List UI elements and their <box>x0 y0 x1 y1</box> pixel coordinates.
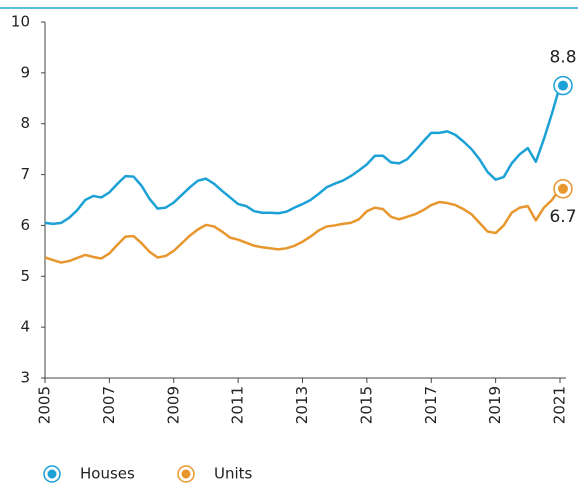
y-tick-label: 7 <box>20 165 30 183</box>
legend-label: Houses <box>80 465 135 483</box>
x-tick-label: 2011 <box>229 386 247 424</box>
y-tick-label: 6 <box>20 216 30 234</box>
x-tick-label: 2007 <box>100 386 118 424</box>
x-tick-label: 2009 <box>164 386 182 424</box>
series-line <box>44 85 562 226</box>
legend-dot <box>181 469 191 479</box>
series-line <box>44 188 562 264</box>
end-label: 6.7 <box>549 207 576 227</box>
y-tick-label: 3 <box>20 369 30 387</box>
x-tick-label: 2015 <box>357 386 375 424</box>
x-tick-label: 2017 <box>422 386 440 424</box>
x-tick-label: 2021 <box>551 386 569 424</box>
legend-dot <box>47 469 57 479</box>
x-tick-label: 2013 <box>293 386 311 424</box>
y-tick-label: 8 <box>20 114 30 132</box>
y-tick-label: 4 <box>20 318 30 336</box>
x-tick-label: 2019 <box>486 386 504 424</box>
end-marker <box>558 80 568 91</box>
y-tick-label: 9 <box>20 63 30 81</box>
y-tick-label: 5 <box>20 267 30 285</box>
end-marker <box>558 183 568 194</box>
legend-label: Units <box>214 465 253 483</box>
x-tick-label: 2005 <box>36 386 54 424</box>
y-tick-label: 10 <box>11 13 30 31</box>
end-label: 8.8 <box>549 48 576 68</box>
